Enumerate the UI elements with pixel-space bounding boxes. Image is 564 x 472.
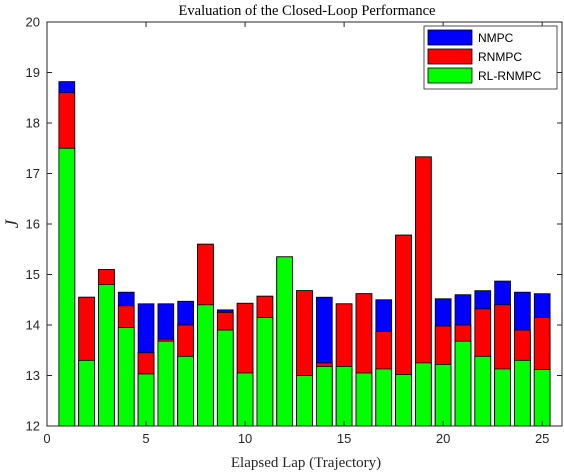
- bar-rl-rnmpc-24: [514, 359, 531, 427]
- y-tick-label: 14: [26, 318, 40, 333]
- bar-rl-rnmpc-21: [454, 340, 472, 427]
- bar-rl-rnmpc-14: [315, 366, 333, 427]
- chart-title: Evaluation of the Closed-Loop Performanc…: [179, 3, 436, 19]
- legend-label-rnmpc: RNMPC: [478, 50, 522, 64]
- x-tick-label: 20: [436, 431, 450, 446]
- legend-swatch-nmpc: [427, 29, 473, 46]
- bar-rl-rnmpc-8: [197, 304, 214, 427]
- bar-rl-rnmpc-13: [296, 375, 313, 427]
- y-tick-label: 15: [26, 267, 40, 282]
- legend: NMPC RNMPC RL-RNMPC: [423, 25, 558, 90]
- x-tick-label: 0: [43, 431, 50, 446]
- y-tick-label: 18: [26, 116, 40, 131]
- bar-rl-rnmpc-18: [395, 374, 412, 427]
- legend-label-nmpc: NMPC: [478, 31, 514, 45]
- y-tick-label: 17: [26, 166, 40, 181]
- bar-rl-rnmpc-20: [434, 363, 452, 427]
- bar-rl-rnmpc-1: [58, 147, 76, 427]
- bar-rl-rnmpc-7: [177, 355, 194, 427]
- bar-rl-rnmpc-11: [256, 317, 274, 427]
- bar-rl-rnmpc-10: [236, 372, 254, 427]
- y-tick-label: 19: [26, 65, 40, 80]
- x-axis-label: Elapsed Lap (Trajectory): [231, 455, 381, 471]
- legend-swatch-rnmpc: [427, 48, 473, 65]
- legend-swatch-rl-rnmpc: [427, 67, 473, 84]
- bar-rl-rnmpc-4: [117, 327, 135, 427]
- x-tick-label: 25: [535, 431, 549, 446]
- y-tick-label: 12: [26, 419, 40, 434]
- bar-rl-rnmpc-9: [216, 329, 234, 427]
- bar-rl-rnmpc-19: [415, 362, 432, 427]
- bars-group: [58, 81, 551, 427]
- bar-rl-rnmpc-25: [533, 369, 551, 427]
- bar-rl-rnmpc-5: [137, 373, 155, 427]
- x-tick-label: 10: [238, 431, 252, 446]
- y-axis-label: J: [2, 218, 23, 228]
- bar-rl-rnmpc-15: [335, 366, 353, 427]
- legend-label-rl-rnmpc: RL-RNMPC: [478, 69, 542, 83]
- y-tick-label: 13: [26, 368, 40, 383]
- bar-rl-rnmpc-6: [157, 340, 175, 427]
- x-tick-label: 5: [142, 431, 149, 446]
- bar-rl-rnmpc-23: [494, 368, 511, 427]
- bar-rl-rnmpc-2: [78, 359, 95, 427]
- bar-rl-rnmpc-3: [98, 284, 115, 427]
- bar-rl-rnmpc-12: [276, 256, 294, 427]
- y-tick-label: 20: [26, 15, 40, 30]
- bar-rl-rnmpc-16: [355, 372, 373, 427]
- x-tick-label: 15: [337, 431, 351, 446]
- bar-rl-rnmpc-17: [375, 368, 393, 427]
- bar-rl-rnmpc-22: [474, 355, 492, 427]
- ticks-group: 0 5 10 15 20 25 12 13 14 15 16 17 18 19 20: [26, 15, 562, 446]
- y-tick-label: 16: [26, 217, 40, 232]
